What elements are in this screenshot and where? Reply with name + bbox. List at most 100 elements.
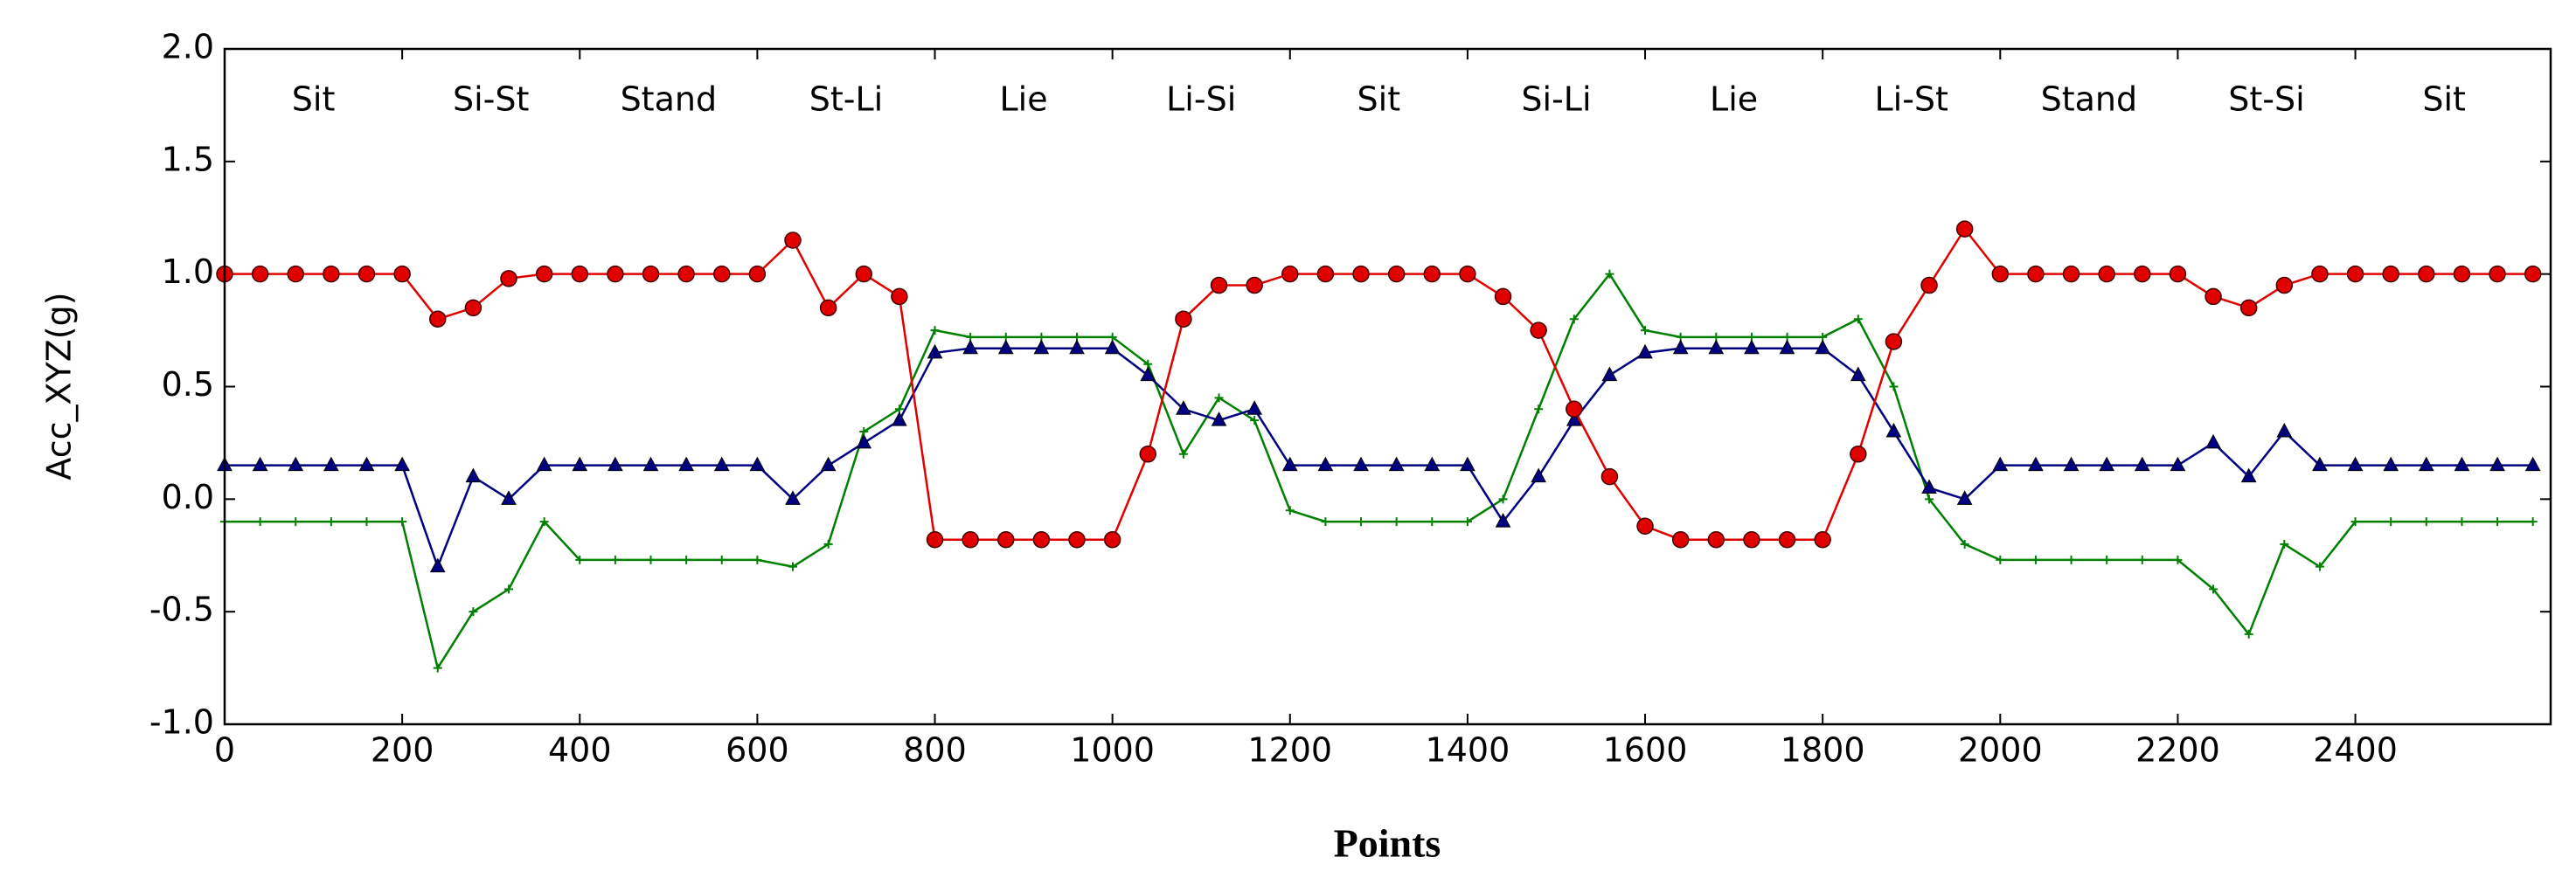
point [1498, 494, 1508, 504]
point [927, 343, 943, 359]
point [1744, 339, 1760, 355]
point [1388, 456, 1405, 472]
point [682, 555, 691, 564]
annotation: Stand [2041, 80, 2138, 119]
point [2453, 265, 2471, 283]
point [1424, 456, 1441, 472]
point [2205, 287, 2222, 306]
x-tick-label: 200 [371, 731, 434, 770]
point [1460, 456, 1475, 472]
annotation: Lie [1710, 80, 1758, 119]
point [2311, 265, 2329, 283]
annotation: Stand [621, 80, 718, 119]
point [1531, 467, 1546, 483]
point [785, 490, 801, 505]
point [2028, 456, 2044, 472]
point [1250, 416, 1260, 425]
x-tick-label: 1000 [1070, 731, 1155, 770]
point [535, 265, 553, 283]
point [926, 530, 944, 549]
point [1534, 404, 1544, 414]
point [2134, 265, 2151, 283]
point [642, 265, 660, 283]
point [287, 265, 305, 283]
x-tick-label: 2400 [2313, 731, 2398, 770]
point [358, 456, 375, 472]
point [823, 539, 833, 549]
point [678, 456, 694, 472]
point [1140, 366, 1156, 382]
point [571, 265, 589, 283]
point [2524, 265, 2542, 283]
point [2239, 299, 2258, 317]
point [1392, 517, 1401, 527]
point [251, 265, 269, 283]
point [1246, 400, 1262, 415]
point [1815, 339, 1831, 355]
point [1357, 517, 1366, 527]
point [1104, 339, 1121, 355]
point [358, 265, 376, 283]
point [1992, 456, 2009, 472]
point [2205, 433, 2221, 449]
point [608, 456, 623, 472]
point [788, 562, 798, 571]
point [1068, 530, 1086, 549]
point [855, 265, 873, 283]
point [1423, 265, 1441, 283]
point [1281, 265, 1299, 283]
point [962, 530, 979, 549]
point [2493, 517, 2503, 527]
point [1707, 530, 1725, 549]
x-tick-label: 400 [548, 731, 612, 770]
point [393, 265, 411, 283]
point [997, 530, 1015, 549]
point [2350, 517, 2360, 527]
annotation: Li-St [1874, 80, 1948, 119]
y-tick-label: 1.0 [162, 252, 214, 291]
point [2134, 456, 2150, 472]
annotation: Sit [292, 80, 336, 119]
point [610, 555, 620, 564]
point [2382, 265, 2399, 283]
point [2169, 265, 2187, 283]
point [819, 299, 837, 317]
point [1955, 220, 1974, 238]
point [2244, 629, 2253, 639]
point [1176, 400, 1191, 415]
point [2454, 456, 2470, 472]
point [2386, 517, 2396, 527]
point [1853, 315, 1863, 324]
point [2312, 456, 2328, 472]
point [820, 456, 837, 472]
series-line [225, 226, 2533, 541]
point [1317, 456, 1334, 472]
point [2031, 555, 2040, 564]
point [2528, 517, 2538, 527]
point [1069, 339, 1085, 355]
point [1321, 517, 1330, 527]
y-tick-label: -0.5 [149, 591, 214, 629]
y-axis-label: Acc_XYZ(g) [40, 292, 79, 480]
x-tick-label: 800 [903, 731, 967, 770]
point [646, 555, 656, 564]
point [2418, 265, 2435, 283]
point [1889, 382, 1899, 391]
point [1214, 393, 1224, 403]
point [749, 456, 766, 472]
point [323, 265, 340, 283]
point [1637, 343, 1653, 359]
point [429, 310, 447, 328]
point [429, 557, 446, 573]
point [1925, 494, 1934, 504]
point [717, 555, 726, 564]
point [1671, 530, 1690, 549]
point [713, 456, 730, 472]
x-tick-label: 1600 [1603, 731, 1688, 770]
y-tick-label: 0.5 [162, 365, 214, 404]
point [1921, 479, 1937, 494]
point [1779, 339, 1795, 355]
point [291, 517, 301, 527]
point [753, 555, 762, 564]
